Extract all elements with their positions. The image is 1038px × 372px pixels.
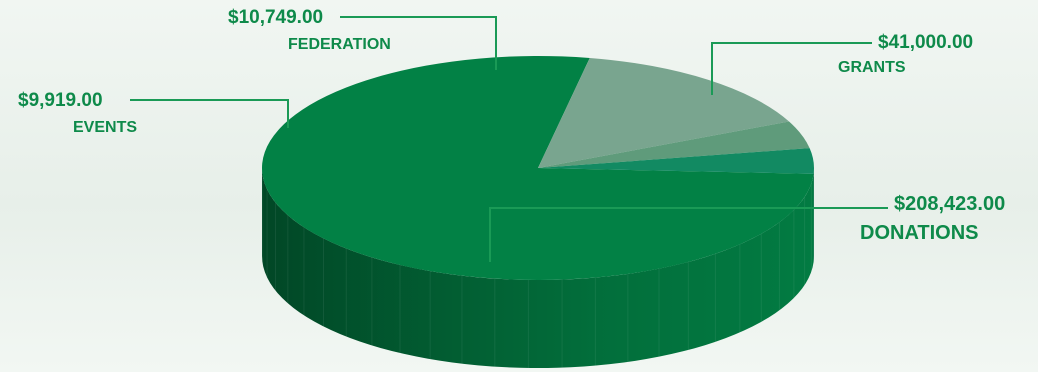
leader-line-federation (340, 16, 497, 70)
leader-line-events (130, 99, 289, 128)
slice-value-label-federation: $10,749.00 (228, 7, 324, 28)
pie-side-donations (262, 168, 814, 369)
slice-value-label-grants: $41,000.00 (878, 32, 974, 53)
slice-value-label-donations: $208,423.00 (894, 193, 1006, 215)
slice-category-label-federation: FEDERATION (288, 36, 391, 53)
slice-category-label-grants: GRANTS (838, 59, 906, 76)
leader-line-donations (489, 207, 888, 262)
pie-slice-events (538, 148, 814, 174)
pie-slice-federation (538, 121, 810, 168)
leader-line-grants (711, 42, 872, 95)
slice-value-label-events: $9,919.00 (18, 90, 103, 111)
pie-slice-grants (538, 57, 790, 168)
pie-slice-donations (261, 56, 814, 281)
slice-category-label-donations: DONATIONS (860, 222, 979, 244)
slice-category-label-events: EVENTS (73, 119, 138, 136)
